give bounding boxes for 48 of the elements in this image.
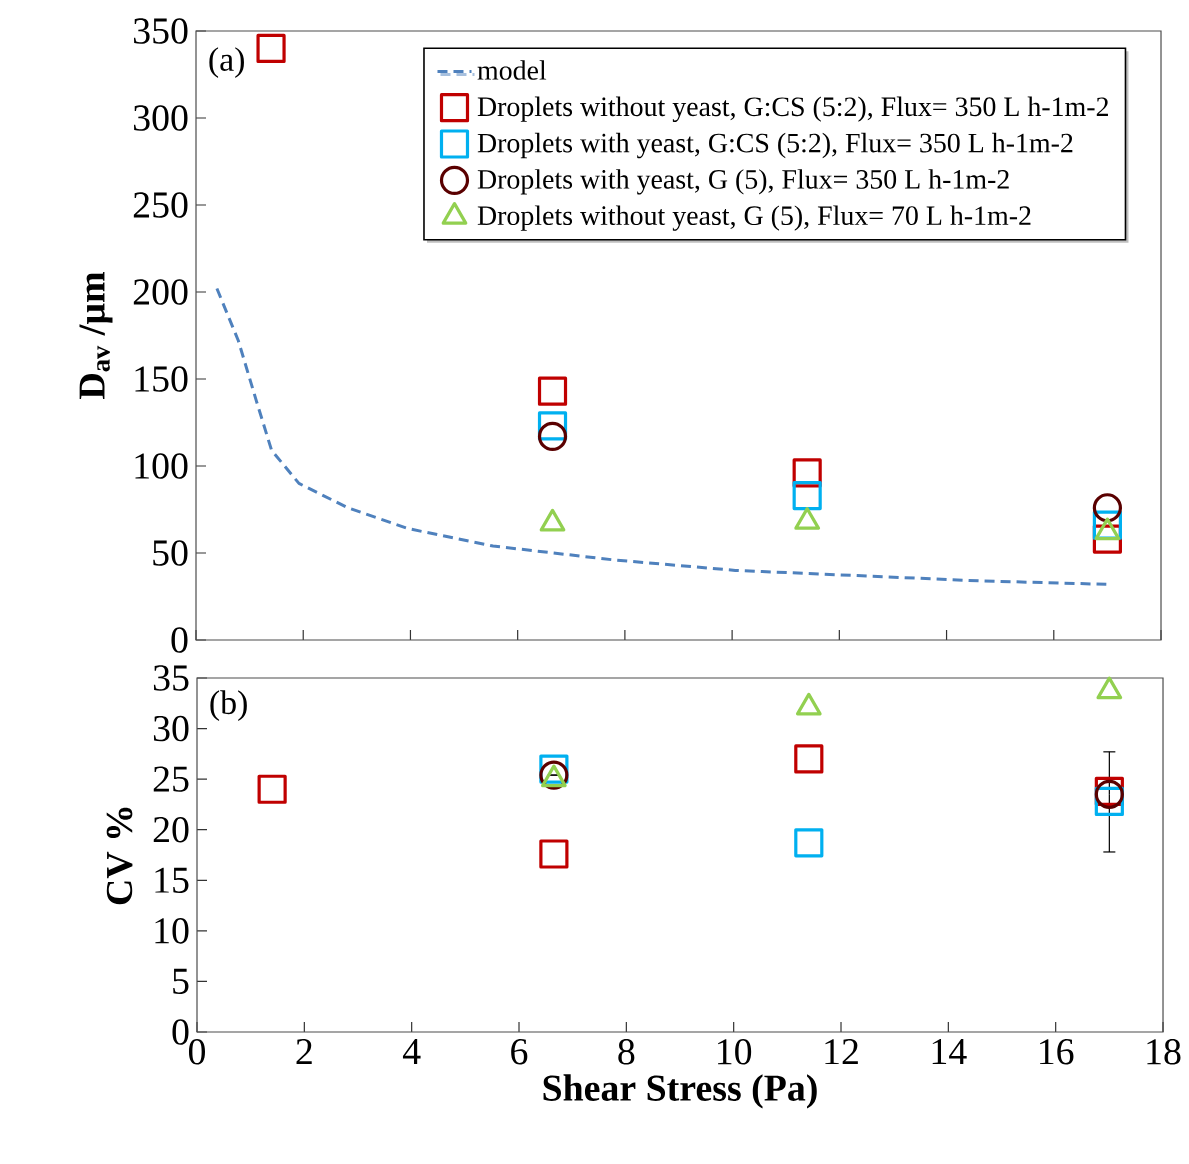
y-tick-label: 25 — [153, 766, 189, 792]
point — [539, 839, 569, 869]
legend-label: Droplets with yeast, G:CS (5:2), Flux= 350 L h-1m-2 — [477, 132, 1073, 159]
legend-label: Droplets without yeast, G:CS (5:2), Flux= 350 L h-1m-2 — [477, 96, 1108, 122]
x-tick-label: 8 — [618, 1039, 635, 1065]
point — [792, 480, 822, 511]
annotation: (a) — [209, 47, 244, 78]
point — [794, 828, 824, 858]
annotation: (b) — [210, 690, 247, 722]
y-tick-label: 5 — [173, 968, 189, 995]
line-series — [215, 287, 1108, 586]
x-tick-label: 4 — [402, 1039, 421, 1064]
y-axis-title: D$_{av}$ /µm — [79, 272, 113, 399]
point — [537, 376, 568, 406]
y-tick-label: 50 — [153, 540, 188, 566]
y-tick-label: 0 — [171, 627, 188, 653]
y-tick-label: 300 — [133, 105, 188, 131]
point — [795, 692, 822, 716]
y-tick-label: 100 — [135, 453, 188, 479]
y-tick-label: 10 — [155, 918, 189, 944]
y-tick-label: 0 — [172, 1019, 189, 1045]
y-tick-label: 200 — [133, 279, 188, 305]
x-tick-label: 16 — [1040, 1039, 1074, 1065]
y-tick-label: 35 — [153, 665, 189, 691]
legend-label: Droplets without yeast, G (5), Flux= 70 L h-1m-2 — [477, 205, 1031, 231]
x-tick-label: 2 — [296, 1039, 312, 1065]
y-tick-label: 30 — [153, 715, 189, 742]
x-tick-label: 14 — [932, 1039, 967, 1065]
y-tick-label: 150 — [135, 366, 188, 392]
point — [794, 744, 824, 774]
x-tick-label: 12 — [825, 1039, 858, 1065]
y-tick-label: 15 — [155, 867, 189, 893]
legend-label: model — [477, 60, 547, 80]
x-tick-label: 0 — [188, 1039, 206, 1065]
point — [257, 774, 287, 804]
y-tick-label: 20 — [153, 816, 189, 843]
legend-label: Droplets with yeast, G (5), Flux= 350 L h-1m-2 — [477, 169, 1009, 195]
point — [256, 33, 286, 63]
x-tick-label: 10 — [718, 1039, 752, 1065]
x-tick-label: 18 — [1147, 1039, 1181, 1065]
y-tick-label: 350 — [133, 18, 188, 44]
y-tick-label: 250 — [133, 192, 188, 218]
point — [1092, 493, 1122, 523]
point — [1096, 676, 1123, 700]
point — [537, 421, 568, 452]
x-tick-label: 6 — [511, 1039, 528, 1065]
y-axis-title: CV % — [106, 807, 133, 905]
x-axis-title: Shear Stress (Pa) — [543, 1074, 817, 1109]
